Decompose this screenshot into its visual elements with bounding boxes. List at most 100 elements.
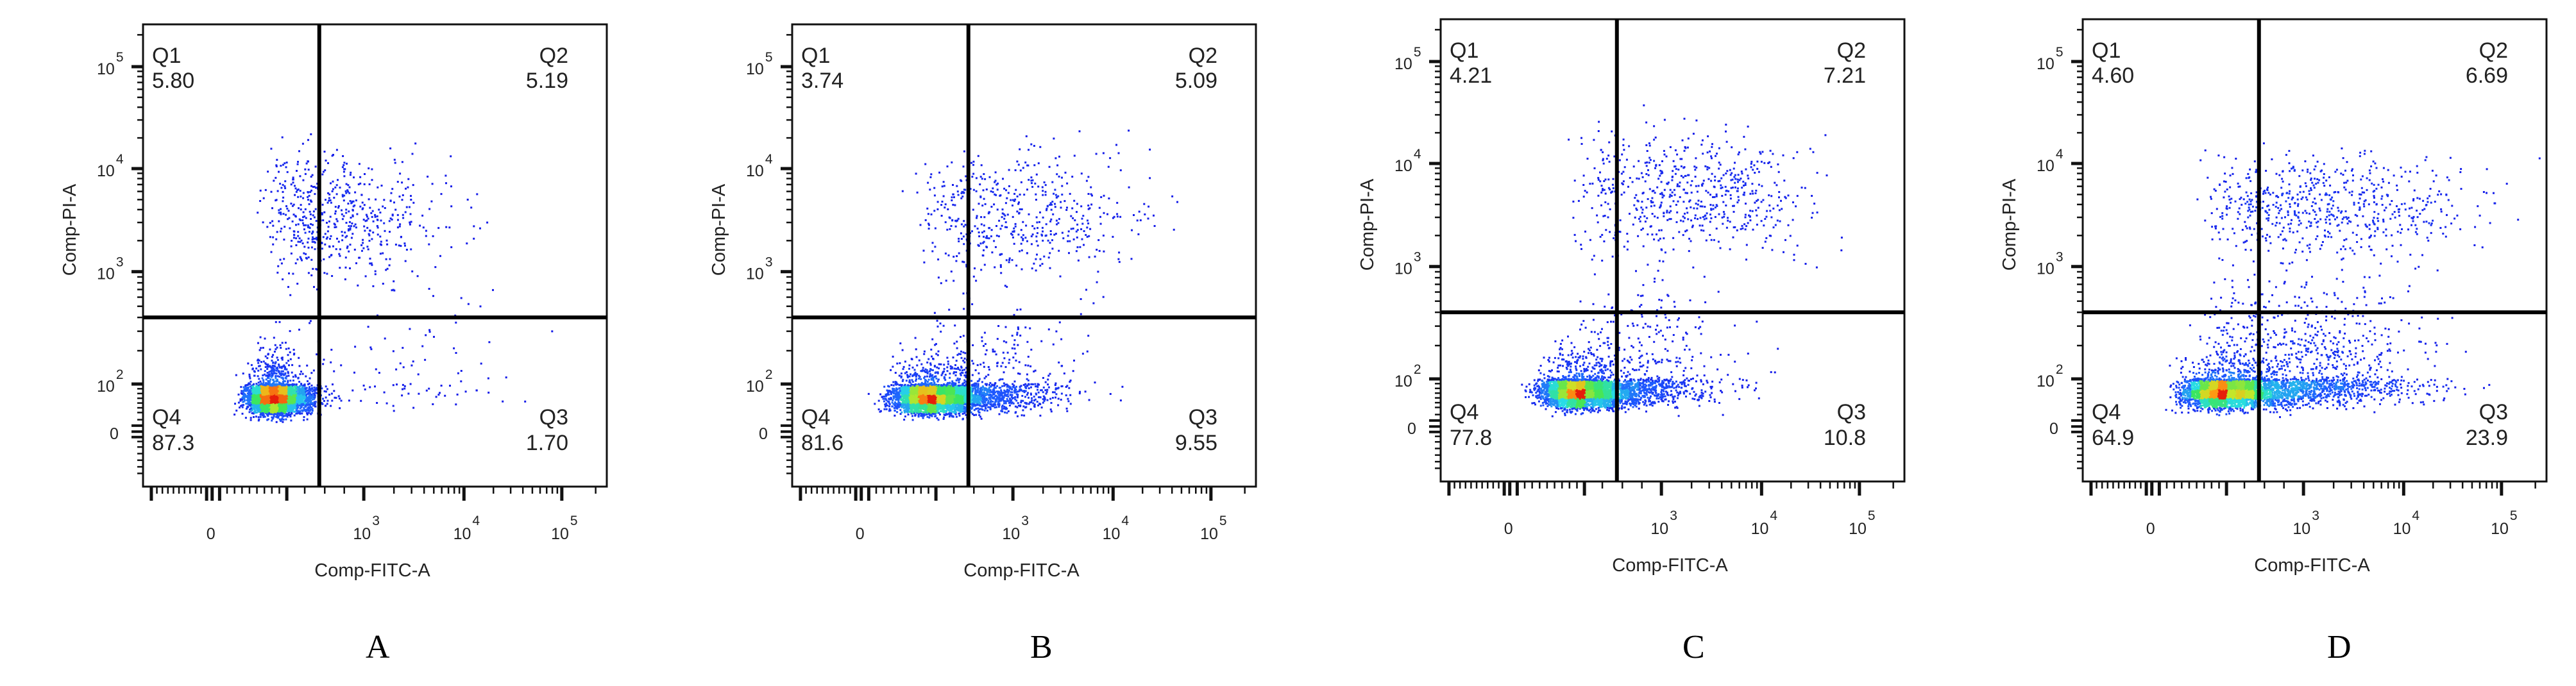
event-dot [355, 226, 357, 229]
event-dot [297, 231, 300, 233]
event-dot [264, 399, 266, 402]
event-dot [255, 385, 258, 388]
event-dot [434, 266, 437, 269]
event-dot [260, 396, 263, 399]
event-dot [253, 408, 256, 410]
event-dot [300, 399, 303, 402]
event-dot [300, 196, 302, 198]
event-dot [285, 213, 287, 216]
event-dot [271, 356, 273, 358]
event-dot [278, 385, 280, 387]
event-dot [250, 364, 253, 366]
event-dot [366, 246, 369, 248]
event-dot [380, 244, 382, 246]
event-dot [277, 399, 280, 402]
event-dot [266, 365, 269, 367]
event-dot [253, 411, 256, 414]
event-dot [273, 380, 275, 383]
event-dot [398, 196, 401, 198]
event-dot [307, 199, 309, 201]
event-dot [362, 207, 364, 210]
event-dot [291, 384, 294, 387]
event-dot [311, 398, 314, 401]
event-dot [271, 372, 274, 375]
event-dot [349, 267, 351, 269]
event-dot [275, 372, 278, 375]
event-dot [260, 413, 263, 415]
event-dot [401, 161, 403, 163]
event-dot [278, 392, 280, 394]
event-dot [269, 385, 272, 387]
event-dot [274, 402, 276, 405]
event-dot [239, 399, 242, 402]
event-dot [298, 218, 301, 221]
event-dot [289, 409, 291, 412]
event-dot [250, 389, 253, 391]
event-dot [278, 397, 280, 400]
event-dot [255, 400, 258, 402]
event-dot [271, 366, 274, 369]
event-dot [282, 389, 285, 391]
event-dot [255, 395, 257, 397]
event-dot [294, 385, 296, 388]
event-dot [273, 351, 276, 353]
event-dot [280, 370, 283, 372]
event-dot [314, 241, 316, 244]
event-dot [334, 212, 337, 215]
event-dot [267, 171, 269, 173]
event-dot [290, 411, 292, 414]
event-dot [308, 231, 310, 233]
event-dot [479, 227, 481, 230]
event-dot [280, 367, 283, 369]
event-dot [332, 245, 334, 247]
event-dot [258, 404, 260, 406]
event-dot [349, 227, 352, 230]
event-dot [260, 368, 262, 371]
event-dot [315, 220, 318, 222]
event-dot [258, 386, 260, 389]
event-dot [278, 371, 280, 373]
event-dot [300, 394, 303, 396]
event-dot [283, 258, 285, 260]
event-dot [271, 207, 273, 210]
event-dot [305, 398, 308, 400]
event-dot [366, 219, 368, 222]
event-dot [295, 409, 298, 412]
event-dot [325, 405, 327, 407]
event-dot [297, 160, 299, 163]
event-dot [275, 392, 278, 394]
event-dot [309, 386, 310, 389]
event-dot [314, 405, 317, 408]
event-dot [310, 413, 312, 415]
event-dot [302, 211, 305, 213]
event-dot [282, 196, 285, 199]
event-dot [266, 392, 269, 394]
event-dot [270, 411, 272, 414]
event-dot [280, 374, 283, 376]
event-dot [275, 395, 278, 397]
event-dot [296, 283, 299, 285]
event-dot [274, 408, 276, 411]
event-dot [250, 407, 252, 410]
event-dot [282, 372, 284, 375]
event-dot [307, 410, 310, 412]
event-dot [292, 349, 295, 351]
event-dot [248, 382, 250, 385]
event-dot [309, 396, 312, 398]
event-dot [310, 232, 313, 235]
event-dot [285, 406, 287, 408]
event-dot [341, 213, 343, 215]
event-dot [287, 406, 289, 408]
event-dot [335, 397, 337, 399]
event-dot [293, 399, 296, 402]
event-dot [292, 408, 295, 410]
event-dot [252, 394, 255, 397]
event-dot [269, 380, 271, 382]
event-dot [330, 201, 332, 204]
event-dot [302, 394, 305, 396]
event-dot [404, 260, 407, 262]
event-dot [264, 415, 266, 418]
event-dot [328, 220, 330, 222]
event-dot [294, 374, 297, 376]
event-dot [265, 378, 267, 381]
